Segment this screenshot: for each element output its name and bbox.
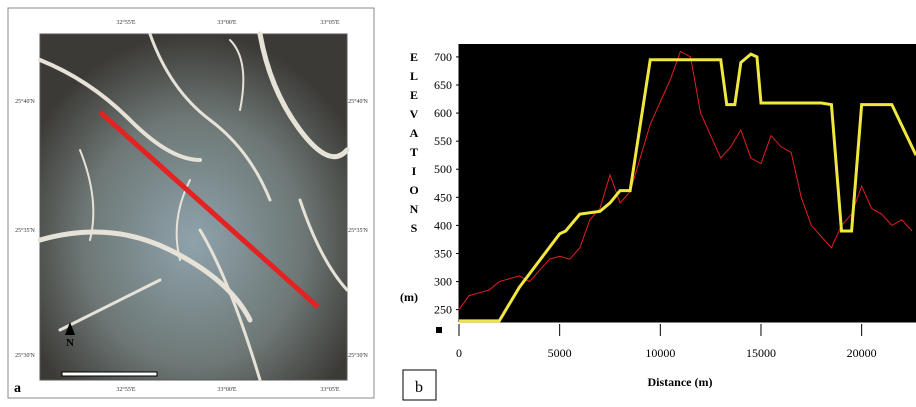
lon-label: 33°05'E bbox=[320, 386, 339, 393]
y-tick-label: 600 bbox=[434, 106, 452, 120]
lat-label: 25°40'N bbox=[15, 98, 35, 105]
series-line bbox=[459, 52, 916, 323]
panel-label-b: b bbox=[415, 379, 423, 396]
y-tick-label: 350 bbox=[434, 246, 452, 260]
y-tick-label: 700 bbox=[434, 50, 452, 64]
series-line bbox=[458, 50, 913, 310]
y-axis-unit: (m) bbox=[400, 290, 418, 304]
panel-label-a: a bbox=[14, 381, 21, 396]
y-tick-label: 550 bbox=[434, 134, 452, 148]
lon-label: 32°55'E bbox=[116, 386, 135, 393]
axis-marker bbox=[436, 327, 442, 333]
north-label: N bbox=[66, 337, 74, 349]
lat-label: 25°35'N bbox=[15, 227, 35, 234]
x-tick-label: 10000 bbox=[645, 346, 675, 360]
y-tick-label: 650 bbox=[434, 78, 452, 92]
y-tick-label: 300 bbox=[434, 275, 452, 289]
x-tick-label: 15000 bbox=[746, 346, 776, 360]
lat-label: 25°35'N bbox=[348, 227, 368, 234]
lon-label: 33°00'E bbox=[217, 386, 236, 393]
y-axis-label: ELEVATIONS bbox=[407, 50, 421, 240]
lat-label: 25°30'N bbox=[15, 352, 35, 359]
panel-box-b bbox=[402, 369, 437, 401]
lat-label: 25°30'N bbox=[348, 352, 368, 359]
scale-bar bbox=[61, 371, 158, 377]
y-tick-label: 400 bbox=[434, 218, 452, 232]
y-tick-label: 450 bbox=[434, 190, 452, 204]
north-arrow bbox=[65, 322, 75, 335]
y-tick-label: 250 bbox=[434, 303, 452, 317]
x-tick-label: 0 bbox=[456, 346, 462, 360]
wadis bbox=[37, 31, 350, 382]
x-tick-label: 5000 bbox=[548, 346, 572, 360]
x-axis-label: Distance (m) bbox=[648, 375, 713, 389]
x-tick-label: 20000 bbox=[847, 346, 877, 360]
profile-line bbox=[98, 110, 320, 309]
lon-label: 32°55'E bbox=[116, 19, 135, 26]
satellite-image bbox=[39, 33, 348, 381]
y-tick-label: 500 bbox=[434, 162, 452, 176]
lon-label: 33°05'E bbox=[320, 19, 339, 26]
lat-label: 25°40'N bbox=[348, 98, 368, 105]
lon-label: 33°00'E bbox=[217, 19, 236, 26]
